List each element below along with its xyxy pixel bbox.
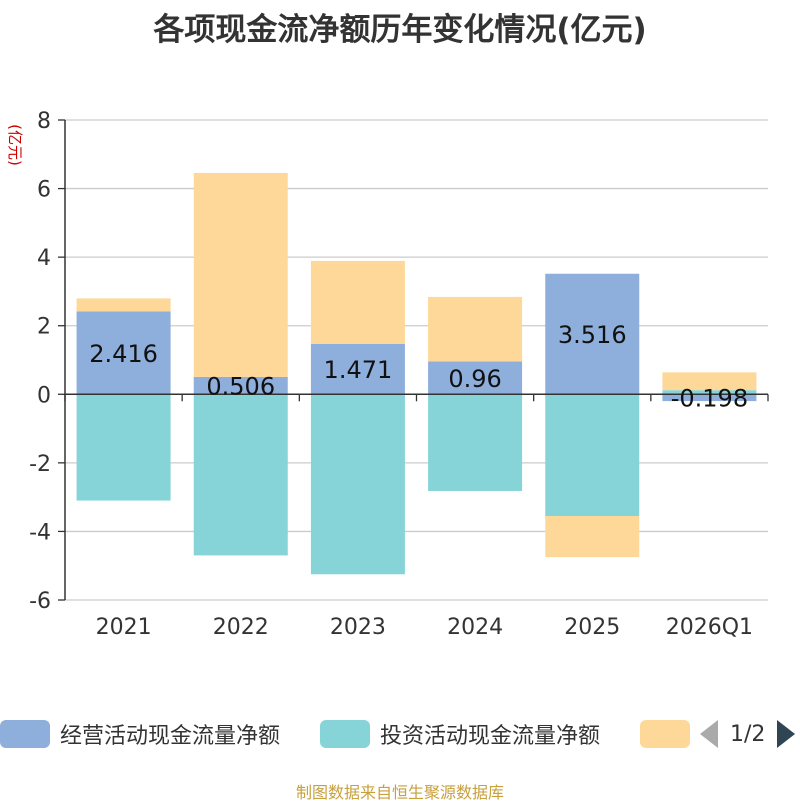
y-tick-label: 0: [37, 383, 51, 408]
legend-item-operating[interactable]: 经营活动现金流量净额: [0, 718, 280, 750]
bar-series-2-2026Q1[interactable]: [662, 372, 757, 391]
data-label-2024: 0.96: [448, 365, 501, 393]
chart-plot: -6 -4 -2 0 2 4 6 8 2021 2022 2023 2024 2025 2026Q1 2.…: [6, 109, 769, 640]
y-tick-label: 4: [37, 246, 51, 271]
legend-item-investing[interactable]: 投资活动现金流量净额: [320, 718, 600, 750]
legend-swatch-financing: [640, 720, 690, 748]
bar-series-1-2024[interactable]: [428, 394, 523, 491]
y-tick-label: 8: [37, 109, 51, 134]
bar-series-1-2025[interactable]: [545, 394, 640, 516]
y-tick-label: -6: [29, 589, 51, 614]
bar-series-2-2024[interactable]: [428, 296, 523, 362]
legend-prev-icon[interactable]: [700, 720, 718, 748]
bar-series-0-2026Q1[interactable]: [662, 394, 757, 402]
legend-item-financing[interactable]: [640, 718, 690, 750]
bar-series-0-2022[interactable]: [193, 376, 288, 395]
bar-series-1-2026Q1[interactable]: [662, 390, 757, 395]
data-label-2022: 0.506: [206, 373, 275, 401]
bar-series-1-2021[interactable]: [76, 394, 171, 501]
y-tick-label: -4: [29, 520, 51, 545]
x-tick-label: 2026Q1: [666, 615, 753, 640]
bar-series-1-2022[interactable]: [193, 394, 288, 556]
y-tick-label: 6: [37, 178, 51, 203]
bar-series-2-2023[interactable]: [310, 260, 405, 344]
data-label-2023: 1.471: [324, 356, 393, 384]
data-label-2021: 2.416: [89, 340, 158, 368]
x-tick-label: 2022: [213, 615, 269, 640]
bar-series-2-2021[interactable]: [76, 298, 171, 312]
x-tick-label: 2024: [447, 615, 503, 640]
bar-series-0-2024[interactable]: [428, 361, 523, 395]
legend-swatch-operating: [0, 720, 50, 748]
x-tick-label: 2023: [330, 615, 386, 640]
y-axis-title: (亿元): [6, 124, 24, 166]
legend-swatch-investing: [320, 720, 370, 748]
data-label-2026Q1: -0.198: [671, 385, 748, 413]
legend-pager: 1/2: [700, 718, 796, 750]
legend: 经营活动现金流量净额 投资活动现金流量净额 1/2: [0, 718, 800, 750]
bar-series-1-2023[interactable]: [310, 394, 405, 575]
x-tick-label: 2021: [96, 615, 152, 640]
y-tick-label: -2: [29, 452, 51, 477]
legend-page-indicator: 1/2: [730, 721, 766, 747]
y-tick-label: 2: [37, 315, 51, 340]
legend-label-investing: 投资活动现金流量净额: [380, 724, 601, 749]
data-label-2025: 3.516: [558, 321, 627, 349]
source-note: 制图数据来自恒生聚源数据库: [295, 783, 504, 802]
chart-title: 各项现金流净额历年变化情况(亿元): [153, 12, 647, 48]
x-tick-label: 2025: [564, 615, 620, 640]
bar-series-0-2023[interactable]: [310, 343, 405, 395]
bar-series-2-2025[interactable]: [545, 516, 640, 558]
bar-series-0-2025[interactable]: [545, 273, 640, 395]
legend-label-operating: 经营活动现金流量净额: [60, 724, 281, 749]
legend-next-icon[interactable]: [777, 720, 796, 748]
bar-series-0-2021[interactable]: [76, 311, 171, 395]
bar-series-2-2022[interactable]: [193, 172, 288, 377]
